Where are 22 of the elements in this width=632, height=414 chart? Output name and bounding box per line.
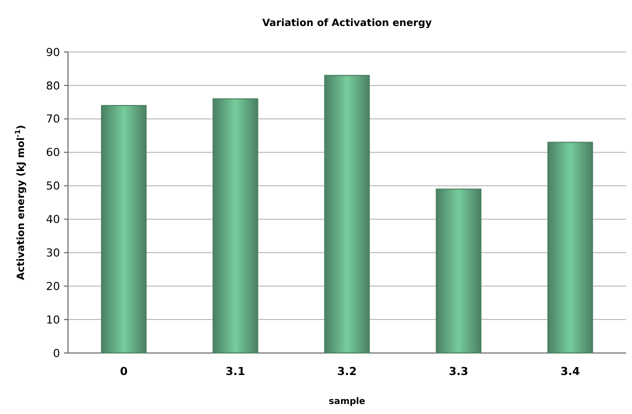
bar (212, 98, 258, 354)
y-tick-label: 40 (46, 213, 60, 226)
y-tick-label: 80 (46, 79, 60, 92)
y-tick-label: 0 (53, 346, 60, 360)
chart-title: Variation of Activation energy (262, 18, 432, 29)
bar (547, 142, 594, 354)
x-tick-label: 3.4 (560, 365, 580, 378)
y-tick-label: 30 (46, 246, 60, 260)
x-tick-label: 0 (120, 365, 128, 378)
y-tick-label: 20 (46, 280, 60, 293)
bar (100, 105, 147, 354)
y-tick-label: 50 (46, 180, 60, 193)
y-tick-label: 70 (46, 112, 60, 126)
y-tick-label: 60 (46, 146, 60, 160)
y-tick-label: 10 (46, 313, 60, 326)
bar (436, 188, 482, 354)
x-tick-label: 3.2 (337, 365, 357, 378)
bar (324, 74, 370, 354)
x-tick-label: 3.3 (448, 365, 468, 378)
y-tick-label: 90 (46, 46, 60, 59)
x-tick-label: 3.1 (226, 365, 246, 378)
x-axis-title: sample (328, 397, 366, 407)
